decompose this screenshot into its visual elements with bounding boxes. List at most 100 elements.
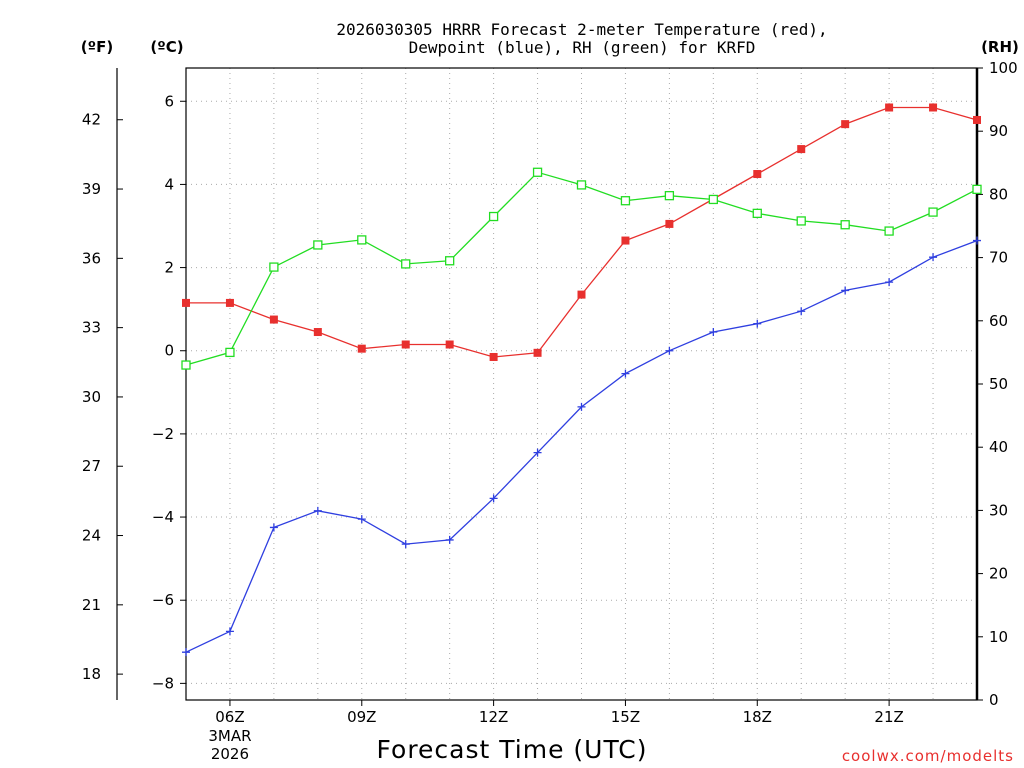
relative-humidity-point (752, 208, 762, 219)
celsius-tick-label: −4 (152, 508, 174, 526)
temperature-point (357, 344, 366, 353)
x-tick-label: 15Z (611, 708, 640, 726)
dewpoint-point (709, 328, 718, 337)
relative-humidity-point (884, 226, 894, 236)
rh-tick-label: 20 (989, 565, 1008, 583)
x-tick-label: 21Z (874, 708, 903, 726)
fahrenheit-tick-label: 24 (82, 527, 101, 545)
rh-tick-label: 0 (989, 691, 999, 709)
grid-lines (186, 68, 977, 700)
dewpoint-line (185, 239, 978, 653)
temperature-point (182, 298, 190, 307)
x-tick-label: 09Z (347, 708, 376, 726)
temperature-point (401, 340, 410, 349)
dewpoint-point (489, 494, 498, 503)
fahrenheit-tick-label: 33 (82, 319, 101, 337)
dewpoint-point (533, 448, 542, 457)
dewpoint-point (182, 648, 190, 657)
rh-unit-label: (RH) (981, 38, 1019, 56)
rh-tick-label: 90 (989, 122, 1008, 140)
dewpoint-point (753, 319, 762, 328)
relative-humidity-point (664, 191, 675, 201)
relative-humidity-point (401, 259, 411, 269)
fahrenheit-tick-label: 18 (82, 665, 101, 683)
dewpoint-point (313, 506, 322, 515)
dewpoint-point (973, 236, 981, 245)
rh-tick-label: 100 (989, 59, 1018, 77)
fahrenheit-unit-label: (ºF) (81, 38, 113, 56)
relative-humidity-point (620, 196, 631, 206)
rh-tick-label: 30 (989, 501, 1008, 519)
temperature-line (186, 106, 978, 358)
dewpoint-point (797, 307, 806, 316)
relative-humidity-point (313, 240, 323, 250)
x-tick-year-label: 2026 (211, 745, 249, 763)
relative-humidity-point (972, 184, 982, 194)
rh-tick-label: 10 (989, 628, 1008, 646)
rh-tick-label: 70 (989, 249, 1008, 267)
temperature-point (577, 290, 586, 299)
temperature-point (885, 103, 894, 112)
dewpoint-point (841, 286, 850, 295)
temperature-point (313, 328, 322, 337)
rh-tick-label: 50 (989, 375, 1008, 393)
relative-humidity-point (269, 262, 279, 272)
rh-tick-label: 40 (989, 438, 1008, 456)
celsius-tick-label: 4 (164, 175, 174, 193)
x-tick-date-label: 3MAR (208, 727, 251, 745)
chart-title-line-1: 2026030305 HRRR Forecast 2-meter Tempera… (336, 20, 827, 39)
relative-humidity-point (225, 347, 235, 358)
fahrenheit-tick-label: 39 (82, 180, 101, 198)
relative-humidity-point (488, 211, 499, 222)
x-tick-label: 12Z (479, 708, 508, 726)
celsius-tick-label: 0 (164, 342, 174, 360)
dewpoint-point (621, 369, 630, 378)
relative-humidity-point (532, 167, 543, 177)
celsius-tick-label: 6 (164, 92, 174, 110)
temperature-point (225, 298, 234, 307)
x-tick-label: 06Z (215, 708, 244, 726)
dewpoint-point (225, 627, 234, 636)
dewpoint-point (885, 278, 894, 287)
temperature-point (269, 315, 278, 324)
fahrenheit-tick-label: 21 (82, 596, 101, 614)
relative-humidity-point (708, 194, 718, 205)
dewpoint-point (577, 402, 586, 411)
relative-humidity-point (445, 256, 455, 266)
relative-humidity-point (576, 180, 587, 190)
temperature-point (665, 219, 674, 228)
axes: −8−6−4−202461821242730333639420102030405… (82, 59, 1018, 763)
dewpoint-point (401, 540, 410, 549)
celsius-tick-label: −6 (152, 591, 174, 609)
celsius-tick-label: −2 (152, 425, 174, 443)
fahrenheit-tick-label: 42 (82, 111, 101, 129)
temperature-point (489, 352, 498, 361)
relative-humidity-point (840, 220, 850, 230)
x-axis-title: Forecast Time (UTC) (377, 735, 648, 764)
celsius-unit-label: (ºC) (150, 38, 183, 56)
relative-humidity-point (796, 216, 806, 226)
dewpoint-point (665, 346, 674, 355)
rh-tick-label: 80 (989, 185, 1008, 203)
temperature-point (753, 170, 762, 179)
temperature-point (797, 145, 806, 154)
rh-tick-label: 60 (989, 312, 1008, 330)
fahrenheit-tick-label: 27 (82, 457, 101, 475)
fahrenheit-tick-label: 36 (82, 249, 101, 267)
celsius-tick-label: 2 (164, 259, 174, 277)
celsius-tick-label: −8 (152, 674, 174, 692)
relative-humidity-point (357, 235, 367, 245)
temperature-point (973, 115, 981, 124)
temperature-point (533, 348, 542, 357)
relative-humidity-point (928, 207, 938, 217)
x-tick-label: 18Z (743, 708, 772, 726)
dewpoint-point (445, 535, 454, 544)
credit-label: coolwx.com/modelts (842, 747, 1014, 765)
dewpoint-point (269, 523, 278, 532)
temperature-point (445, 340, 454, 349)
relative-humidity-point (181, 360, 191, 370)
dewpoint-point (357, 515, 366, 524)
temperature-point (929, 103, 938, 112)
chart-title-line-2: Dewpoint (blue), RH (green) for KRFD (409, 38, 756, 57)
